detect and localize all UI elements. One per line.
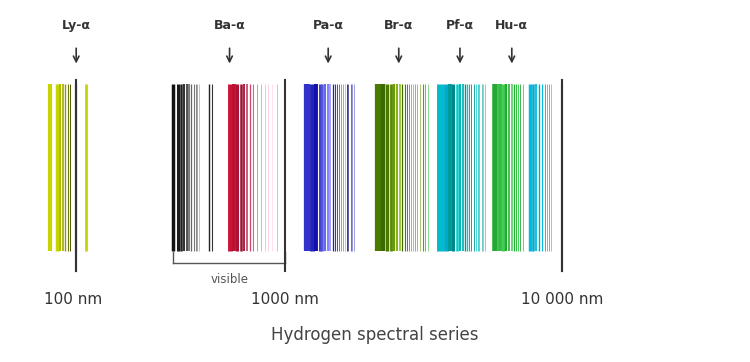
Text: 100 nm: 100 nm xyxy=(44,292,102,307)
Text: 10 000 nm: 10 000 nm xyxy=(521,292,604,307)
Text: Hydrogen spectral series: Hydrogen spectral series xyxy=(272,326,478,344)
Text: Hu-α: Hu-α xyxy=(495,18,528,31)
Text: 1000 nm: 1000 nm xyxy=(251,292,319,307)
Text: Ly-α: Ly-α xyxy=(62,18,91,31)
Text: Pa-α: Pa-α xyxy=(313,18,344,31)
Text: Ba-α: Ba-α xyxy=(214,18,245,31)
Text: visible: visible xyxy=(210,273,248,286)
Text: Pf-α: Pf-α xyxy=(446,18,474,31)
Text: Br-α: Br-α xyxy=(384,18,413,31)
